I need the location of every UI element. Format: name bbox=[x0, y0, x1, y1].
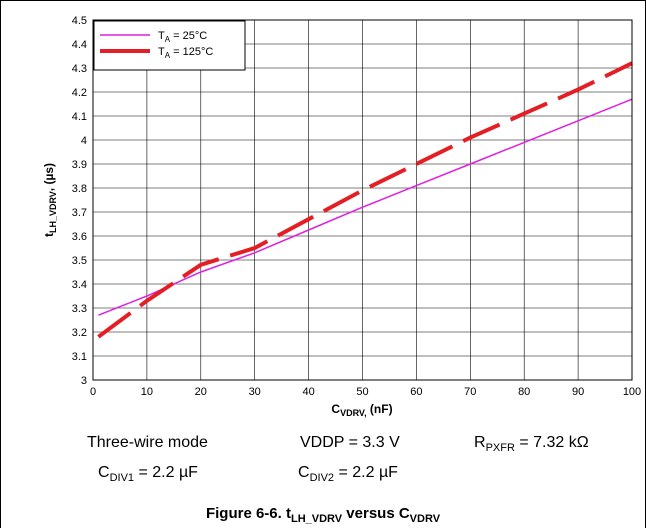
y-axis-title: tLH_VDRV, (µs) bbox=[42, 163, 58, 237]
figure-caption: Figure 6-6. tLH_VDRV versus CVDRV bbox=[205, 505, 441, 525]
x-tick-label: 20 bbox=[195, 386, 207, 398]
series-layer bbox=[97, 61, 633, 339]
condition-vddp: VDDP = 3.3 V bbox=[300, 434, 400, 451]
y-tick-label: 4.3 bbox=[72, 63, 87, 75]
y-tick-label: 4.1 bbox=[72, 111, 87, 123]
y-tick-label: 3.6 bbox=[72, 231, 87, 243]
legend-label-25c: TA = 25°C bbox=[158, 30, 207, 44]
series-line-125c bbox=[97, 61, 633, 339]
x-tick-label: 40 bbox=[302, 386, 314, 398]
y-tick-label: 3.3 bbox=[72, 303, 87, 315]
plot-border bbox=[92, 19, 633, 381]
condition-rpxfr: RPXFR = 7.32 kΩ bbox=[474, 434, 589, 455]
y-tick-label: 3.9 bbox=[72, 159, 87, 171]
legend: TA = 25°C TA = 125°C bbox=[93, 20, 246, 71]
x-tick-label: 60 bbox=[410, 386, 422, 398]
y-tick-label: 3.7 bbox=[72, 207, 87, 219]
condition-cdiv2: CDIV2 = 2.2 µF bbox=[298, 464, 398, 485]
y-tick-label: 4.5 bbox=[72, 15, 87, 27]
x-tick-labels: 0 10 20 30 40 50 60 70 80 90 100 bbox=[90, 386, 641, 398]
grid bbox=[93, 20, 632, 380]
y-tick-labels: 3 3.1 3.2 3.3 3.4 3.5 3.6 3.7 3.8 3.9 4 4.1 4.2 4.3 4.… bbox=[72, 15, 87, 387]
y-tick-label: 4.2 bbox=[72, 87, 87, 99]
y-tick-label: 3.1 bbox=[72, 351, 87, 363]
y-tick-label: 4.4 bbox=[72, 39, 87, 51]
condition-cdiv1: CDIV1 = 2.2 µF bbox=[98, 464, 198, 485]
x-tick-label: 80 bbox=[518, 386, 530, 398]
y-tick-label: 3.5 bbox=[72, 255, 87, 267]
x-tick-label: 70 bbox=[464, 386, 476, 398]
x-tick-label: 30 bbox=[249, 386, 261, 398]
x-tick-label: 10 bbox=[141, 386, 153, 398]
x-axis-title: CVDRV, (nF) bbox=[331, 402, 392, 418]
y-tick-label: 3.8 bbox=[72, 183, 87, 195]
legend-label-125c: TA = 125°C bbox=[158, 46, 213, 60]
legend-box bbox=[93, 20, 246, 71]
x-tick-label: 100 bbox=[623, 386, 641, 398]
y-tick-label: 3.4 bbox=[72, 279, 87, 291]
x-tick-label: 0 bbox=[90, 386, 96, 398]
condition-mode: Three-wire mode bbox=[87, 434, 208, 451]
x-tick-label: 90 bbox=[572, 386, 584, 398]
y-tick-label: 3 bbox=[81, 375, 87, 387]
y-tick-label: 4 bbox=[81, 135, 87, 147]
y-tick-label: 3.2 bbox=[72, 327, 87, 339]
chart: 0 10 20 30 40 50 60 70 80 90 100 33.13.23.33.43.53… bbox=[42, 15, 641, 418]
x-tick-label: 50 bbox=[356, 386, 368, 398]
series-line-25c bbox=[98, 98, 633, 316]
